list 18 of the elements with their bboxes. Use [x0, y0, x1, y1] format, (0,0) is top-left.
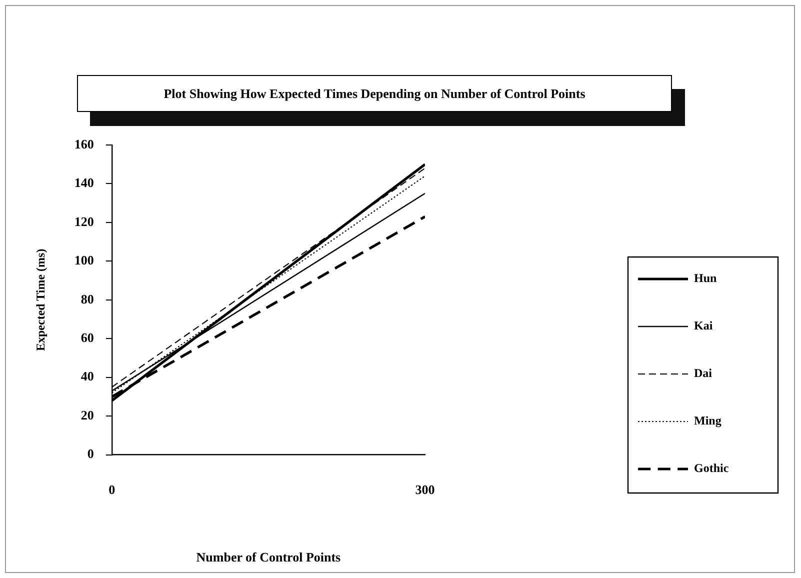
y-tick-label: 60: [80, 330, 94, 345]
y-tick-label: 100: [74, 252, 94, 268]
x-tick-label: 300: [415, 482, 435, 497]
legend-label: Ming: [694, 414, 722, 428]
legend-label: Gothic: [694, 461, 730, 476]
legend-label: Kai: [694, 318, 714, 333]
y-tick-label: 80: [80, 291, 94, 306]
y-tick-label: 20: [80, 407, 94, 422]
legend-label: Hun: [694, 271, 718, 286]
chart-title: Plot Showing How Expected Times Depending on Number of Control Points: [77, 75, 672, 112]
y-tick-label: 40: [80, 368, 94, 384]
y-tick-label: 140: [74, 175, 94, 190]
legend-label: Dai: [694, 366, 713, 380]
y-tick-label: 160: [74, 136, 94, 152]
y-axis-title: Expected Time (ms): [33, 248, 48, 352]
x-axis-title: Number of Control Points: [196, 550, 341, 565]
y-tick-label: 120: [74, 214, 94, 229]
y-tick-label: 0: [87, 446, 94, 462]
